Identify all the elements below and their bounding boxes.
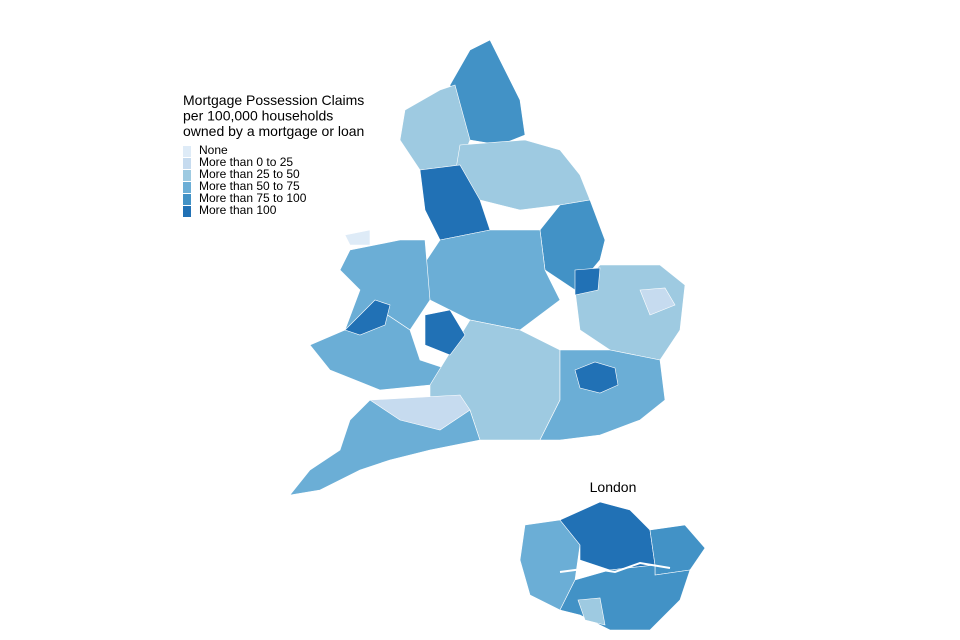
region — [577, 597, 606, 626]
legend-swatch — [183, 170, 191, 181]
region — [559, 564, 691, 631]
england-wales-map — [289, 39, 686, 496]
legend-swatch — [183, 182, 191, 193]
region — [424, 309, 466, 356]
legend-swatch — [183, 206, 191, 217]
region — [344, 229, 371, 246]
region — [639, 287, 676, 316]
legend-item: More than 100 — [199, 203, 277, 217]
legend-title: Mortgage Possession Claims — [183, 92, 364, 108]
region — [649, 524, 706, 576]
legend-item: More than 50 to 75 — [199, 179, 300, 193]
london-inset — [519, 501, 706, 631]
legend-swatch — [183, 194, 191, 205]
legend-item: None — [199, 143, 228, 157]
legend-item: More than 25 to 50 — [199, 167, 300, 181]
legend-item: More than 75 to 100 — [199, 191, 307, 205]
legend-swatch — [183, 158, 191, 169]
region — [539, 349, 666, 441]
region — [344, 299, 391, 336]
region — [574, 361, 619, 394]
legend-item: More than 0 to 25 — [199, 155, 293, 169]
inset-title: London — [590, 479, 637, 495]
legend-swatch — [183, 146, 191, 157]
legend-title: owned by a mortgage or loan — [183, 123, 364, 139]
thames — [559, 561, 671, 574]
region — [574, 267, 601, 296]
legend-title: per 100,000 households — [183, 108, 333, 124]
region — [369, 394, 471, 431]
